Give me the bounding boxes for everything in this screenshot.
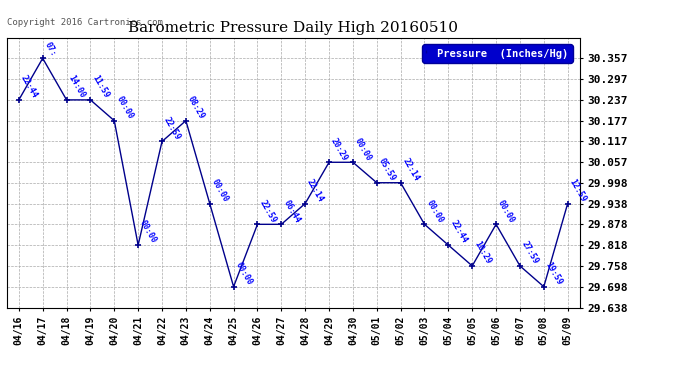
Text: 12:59: 12:59 [568,177,588,204]
Text: 10:29: 10:29 [472,240,493,266]
Title: Barometric Pressure Daily High 20160510: Barometric Pressure Daily High 20160510 [128,21,458,35]
Text: 22:44: 22:44 [19,74,39,100]
Text: 05:59: 05:59 [377,157,397,183]
Text: 00:00: 00:00 [353,136,373,162]
Text: 00:00: 00:00 [115,94,135,121]
Text: 07:: 07: [43,41,58,58]
Text: 00:00: 00:00 [424,198,445,224]
Text: 22:59: 22:59 [257,198,278,224]
Text: 22:14: 22:14 [401,157,421,183]
Text: Copyright 2016 Cartronics.com: Copyright 2016 Cartronics.com [7,18,163,27]
Text: 06:44: 06:44 [282,198,302,224]
Legend: Pressure  (Inches/Hg): Pressure (Inches/Hg) [422,45,573,63]
Text: 19:59: 19:59 [544,261,564,287]
Text: 00:00: 00:00 [496,198,516,224]
Text: 00:00: 00:00 [234,261,254,287]
Text: 14:00: 14:00 [66,74,87,100]
Text: 20:29: 20:29 [329,136,349,162]
Text: 00:00: 00:00 [210,177,230,204]
Text: 08:29: 08:29 [186,94,206,121]
Text: 22:59: 22:59 [162,116,182,141]
Text: 22:44: 22:44 [448,219,469,245]
Text: 27:59: 27:59 [520,240,540,266]
Text: 00:00: 00:00 [138,219,159,245]
Text: 11:59: 11:59 [90,74,110,100]
Text: 22:14: 22:14 [305,177,326,204]
